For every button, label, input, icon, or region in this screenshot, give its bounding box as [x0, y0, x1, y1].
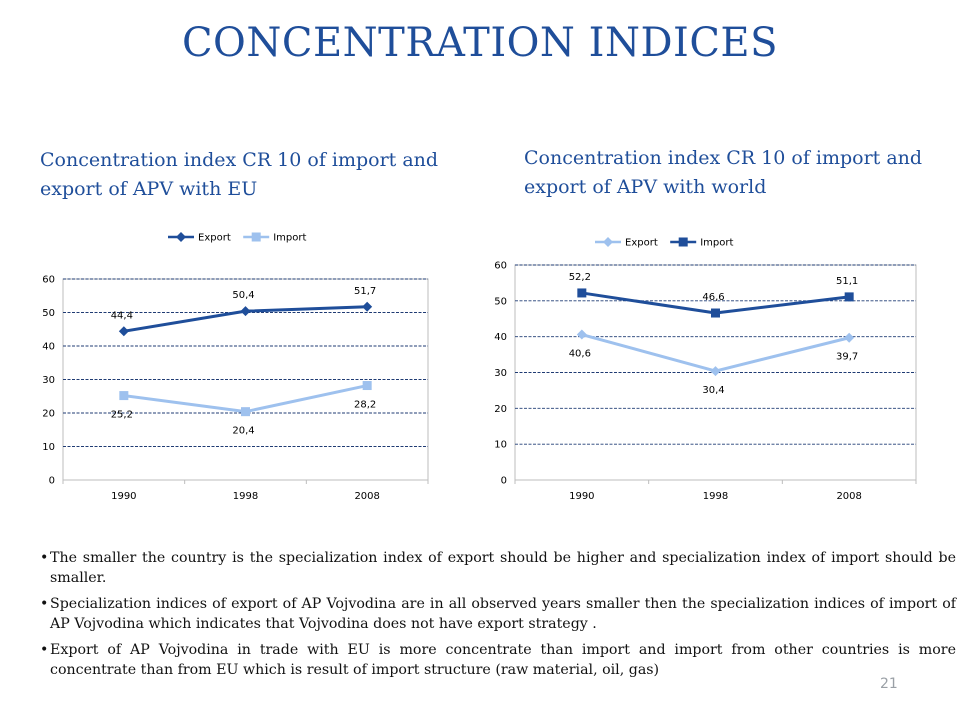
x-tick-label: 1998	[703, 491, 728, 502]
legend-label-import: Import	[273, 233, 306, 244]
data-point-import	[362, 381, 372, 391]
y-tick-label: 20	[494, 404, 507, 415]
data-point-export	[576, 329, 587, 340]
x-tick-label: 1990	[111, 491, 136, 502]
legend-label-export: Export	[198, 233, 231, 244]
data-point-export	[710, 366, 721, 377]
data-label-export: 51,7	[354, 286, 376, 297]
series-line-export	[581, 333, 850, 373]
data-label-import: 25,2	[111, 410, 133, 421]
y-tick-label: 0	[49, 476, 55, 487]
bullet-icon: •	[40, 550, 49, 566]
data-label-import: 28,2	[354, 400, 376, 411]
data-label-export: 39,7	[836, 352, 858, 363]
chart-heading-world: Concentration index CR 10 of import and …	[524, 147, 923, 198]
legend-marker-import	[678, 237, 688, 247]
legend-label-import: Import	[700, 238, 733, 249]
y-tick-label: 40	[494, 332, 507, 343]
data-point-import	[844, 292, 854, 302]
data-point-export	[844, 332, 855, 343]
data-point-import	[119, 391, 129, 401]
data-label-import: 52,2	[569, 272, 591, 283]
y-tick-label: 10	[42, 442, 55, 453]
data-label-export: 44,4	[111, 310, 133, 321]
y-tick-label: 0	[501, 476, 507, 487]
data-point-export	[118, 326, 129, 337]
data-label-import: 51,1	[836, 276, 858, 287]
data-label-import: 46,6	[702, 292, 724, 303]
y-tick-label: 50	[494, 296, 507, 307]
y-tick-label: 30	[494, 368, 507, 379]
page-number: 21	[880, 676, 898, 692]
x-tick-label: 2008	[354, 491, 379, 502]
y-tick-label: 50	[42, 308, 55, 319]
note-text: Export of AP Vojvodina in trade with EU …	[50, 642, 956, 678]
data-label-export: 50,4	[232, 290, 254, 301]
x-tick-label: 1990	[569, 491, 594, 502]
x-tick-label: 2008	[836, 491, 861, 502]
y-tick-label: 60	[42, 275, 55, 286]
data-point-export	[240, 306, 251, 317]
data-point-export	[362, 301, 373, 312]
note-item: • Specialization indices of export of AP…	[40, 594, 956, 634]
note-item: • Export of AP Vojvodina in trade with E…	[40, 640, 956, 680]
slide-title: CONCENTRATION INDICES	[181, 20, 779, 66]
y-tick-label: 60	[494, 261, 507, 272]
y-tick-label: 20	[42, 409, 55, 420]
notes-list: • The smaller the country is the special…	[40, 548, 956, 686]
bullet-icon: •	[40, 642, 49, 658]
data-label-export: 40,6	[569, 349, 591, 360]
x-tick-label: 1998	[233, 491, 258, 502]
y-tick-label: 40	[42, 342, 55, 353]
legend-marker-export	[176, 232, 186, 242]
data-label-import: 20,4	[232, 426, 254, 437]
bullet-icon: •	[40, 596, 49, 612]
legend-marker-import	[251, 232, 261, 242]
legend-label-export: Export	[625, 238, 658, 249]
data-point-import	[577, 288, 587, 298]
y-tick-label: 30	[42, 375, 55, 386]
data-point-import	[241, 407, 250, 417]
note-item: • The smaller the country is the special…	[40, 548, 956, 588]
data-point-import	[711, 308, 720, 318]
note-text: The smaller the country is the specializ…	[50, 550, 956, 586]
chart-heading-eu: Concentration index CR 10 of import and …	[40, 149, 439, 200]
line-chart-eu: 0 10 20 30 40 50 60 1990 1998 2008 44,4 50,4 51,7 25,…	[42, 232, 429, 502]
legend-marker-export	[603, 237, 613, 247]
y-tick-label: 10	[494, 440, 507, 451]
note-text: Specialization indices of export of AP V…	[50, 596, 956, 632]
line-chart-world: 0 10 20 30 40 50 60 1990 1998 2008 40,6 30,4 39,7 52,…	[494, 237, 917, 502]
data-label-export: 30,4	[702, 385, 724, 396]
